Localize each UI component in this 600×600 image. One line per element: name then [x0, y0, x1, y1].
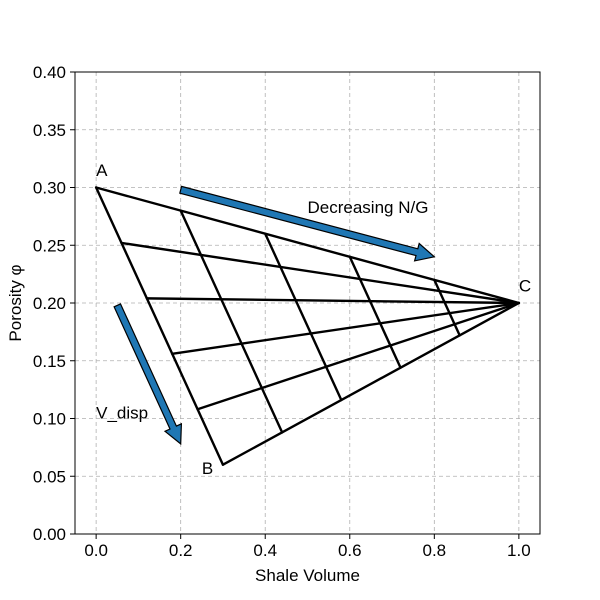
- y-tick-label: 0.25: [33, 236, 66, 255]
- x-tick-label: 0.8: [422, 541, 446, 560]
- edge-ab: [94, 186, 225, 466]
- edge-ac: [94, 186, 521, 305]
- mesh-line-to-c: [196, 301, 521, 411]
- mesh-line-parallel-ab: [433, 278, 461, 337]
- y-tick-label: 0.10: [33, 410, 66, 429]
- mesh-line-to-c: [171, 301, 521, 356]
- x-axis-label: Shale Volume: [255, 566, 360, 585]
- v-disp-arrow: [113, 303, 183, 446]
- y-tick-label: 0.15: [33, 352, 66, 371]
- triangle-mesh: [94, 186, 521, 466]
- axis-ticks: 0.0 0.2 0.4 0.6 0.8 1.0 0.00 0.05 0.10 0.15 0.20 0.…: [33, 63, 531, 560]
- y-tick-label: 0.40: [33, 63, 66, 82]
- label-C: C: [519, 276, 531, 295]
- annotations: A B C Decreasing N/G V_disp: [96, 161, 531, 478]
- mesh-line-to-c: [120, 241, 521, 305]
- y-tick-label: 0.00: [33, 525, 66, 544]
- label-v-disp: V_disp: [96, 404, 148, 423]
- x-tick-label: 0.6: [338, 541, 362, 560]
- x-tick-label: 0.4: [253, 541, 277, 560]
- y-tick-label: 0.35: [33, 121, 66, 140]
- mesh-line-to-c: [145, 297, 521, 305]
- x-tick-label: 0.2: [169, 541, 193, 560]
- arrows: [113, 185, 436, 446]
- decreasing-ng-arrow: [179, 185, 436, 262]
- mesh-line-parallel-ab: [348, 255, 402, 369]
- x-tick-label: 0.0: [84, 541, 108, 560]
- x-tick-label: 1.0: [507, 541, 531, 560]
- label-decreasing-ng: Decreasing N/G: [308, 198, 429, 217]
- mesh-line-parallel-ab: [264, 232, 343, 402]
- y-tick-label: 0.30: [33, 179, 66, 198]
- y-tick-label: 0.20: [33, 294, 66, 313]
- label-B: B: [202, 459, 213, 478]
- edge-bc: [221, 301, 521, 466]
- y-axis-label: Porosity φ: [6, 264, 25, 341]
- y-tick-label: 0.05: [33, 467, 66, 486]
- label-A: A: [96, 161, 108, 180]
- mesh-line-parallel-ab: [179, 209, 284, 434]
